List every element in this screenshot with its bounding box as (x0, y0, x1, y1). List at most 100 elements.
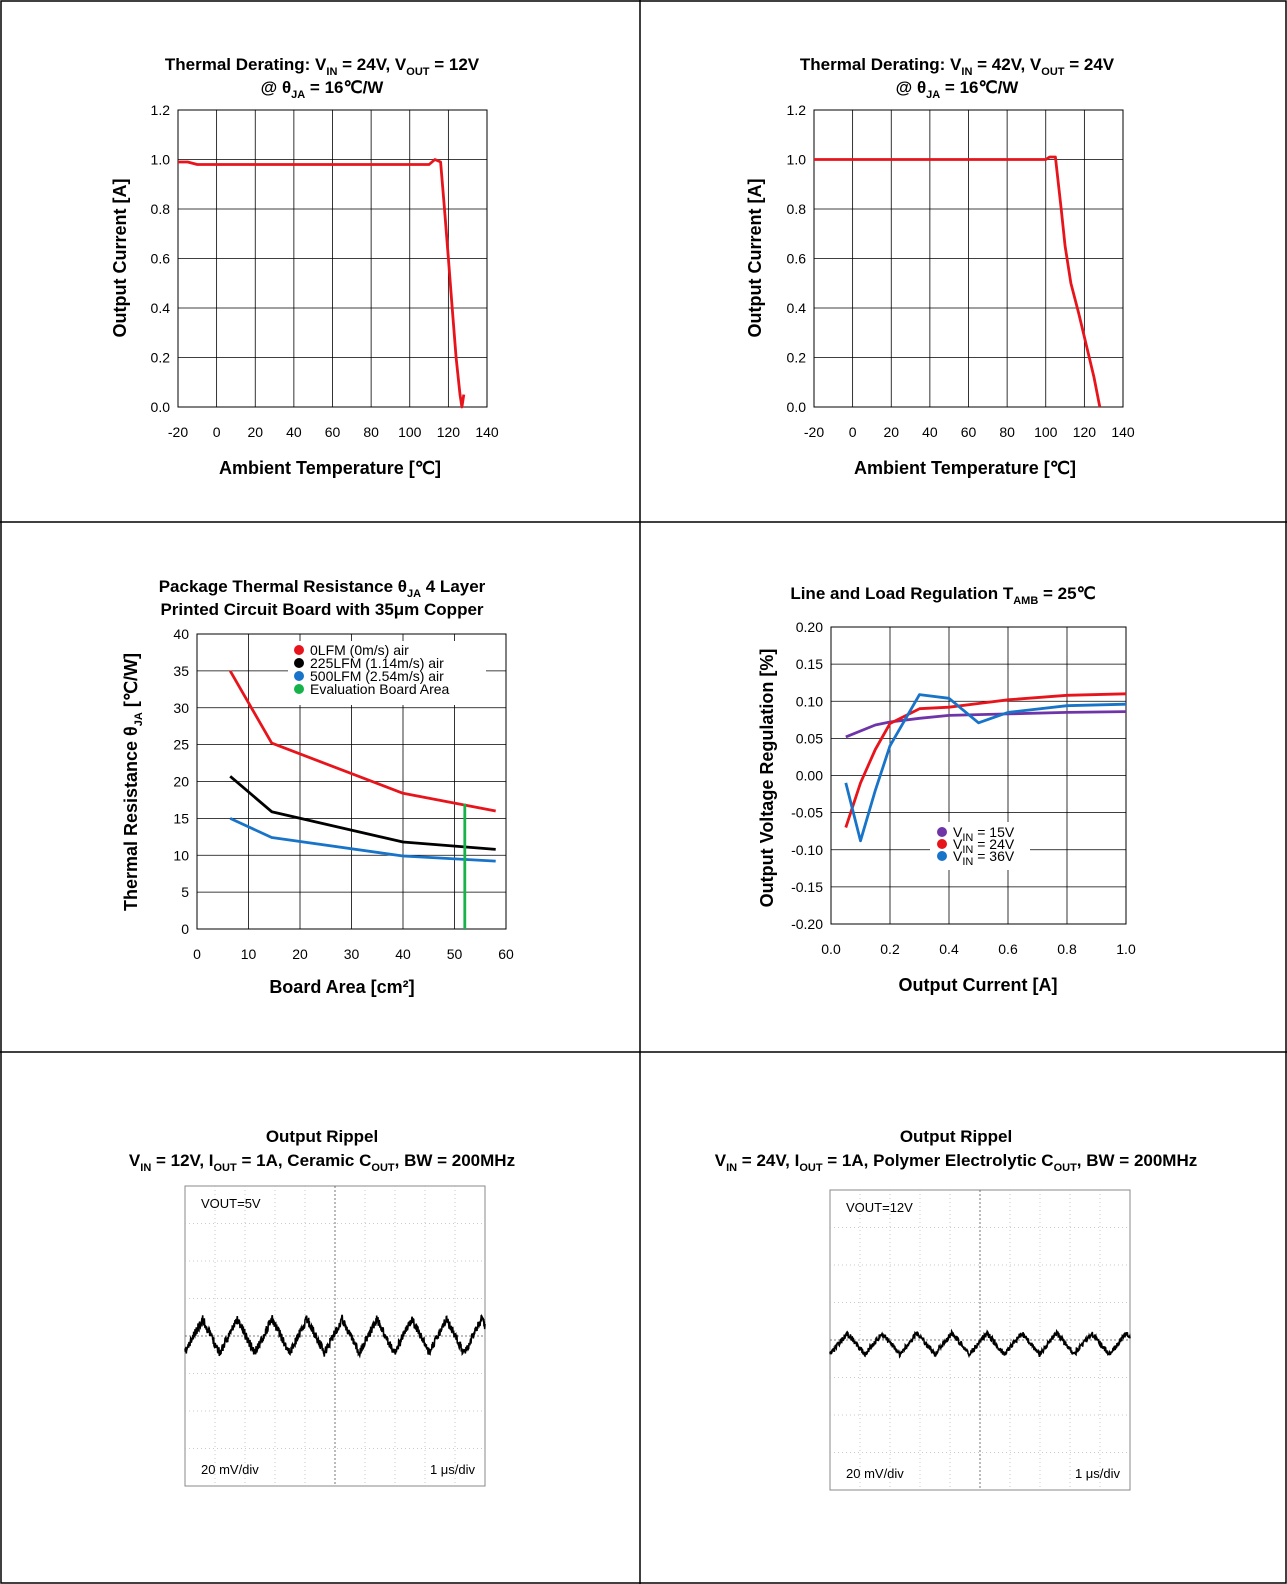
chart-title: Output Rippel (900, 1127, 1012, 1146)
x-tick-label: 0 (193, 946, 201, 962)
legend-entry: Evaluation Board Area (310, 681, 450, 697)
y-tick-label: 25 (173, 737, 189, 753)
legend-marker (937, 827, 947, 837)
x-tick-label: 20 (292, 946, 308, 962)
x-tick-label: 0.8 (1057, 941, 1077, 957)
legend-marker (937, 851, 947, 861)
chart-package-thermal-resistance: Package Thermal Resistance θJA 4 Layer P… (121, 577, 514, 997)
x-tick-label: 80 (363, 424, 379, 440)
y-tick-label: 1.0 (787, 152, 807, 168)
series-line-blue (844, 693, 1127, 843)
x-tick-label: 0 (213, 424, 221, 440)
y-tick-label: 0.2 (787, 350, 807, 366)
y-tick-label: 0.2 (151, 350, 171, 366)
plot-area: 0 10 20 30 40 50 60 0 5 10 15 20 25 30 35 40 0LFM (0m/s)… (173, 626, 514, 962)
series-line-red (814, 155, 1102, 408)
scope-tdiv-label: 1 μs/div (430, 1462, 476, 1477)
x-tick-label: 10 (241, 946, 257, 962)
series-line-blue (229, 817, 496, 863)
y-tick-label: 1.0 (151, 152, 171, 168)
chart-subtitle: @ θJA = 16℃/W (261, 78, 385, 101)
y-tick-label: -0.10 (791, 842, 823, 858)
x-tick-label: 140 (475, 424, 499, 440)
x-tick-label: 0.0 (821, 941, 841, 957)
scope-channel-label: VOUT=12V (846, 1200, 913, 1215)
x-tick-label: 40 (395, 946, 411, 962)
y-tick-label: 30 (173, 700, 189, 716)
scope-screen: VOUT=5V 20 mV/div 1 μs/div (184, 1185, 486, 1487)
legend-entry: VIN = 36V (953, 848, 1015, 868)
plot-area: -20 0 20 40 60 80 100 120 140 0.0 0.2 0.4 0.6 0.8 1.0 1… (787, 102, 1135, 440)
legend-entry: 500LFM (2.54m/s) air (310, 668, 444, 684)
x-tick-label: 20 (247, 424, 263, 440)
x-tick-label: 60 (325, 424, 341, 440)
chart-output-ripple-ceramic: Output Rippel VIN = 12V, IOUT = 1A, Cera… (129, 1127, 515, 1487)
y-tick-label: -0.15 (791, 879, 823, 895)
y-tick-label: 0.20 (796, 619, 823, 635)
legend-background (288, 641, 486, 705)
y-tick-label: 0 (181, 921, 189, 937)
x-tick-label: 50 (447, 946, 463, 962)
y-axis-label: Output Current [A] (745, 179, 765, 338)
scope-waveform (184, 1313, 486, 1359)
x-tick-label: 0.2 (880, 941, 900, 957)
chart-thermal-derating-24v: Thermal Derating: VIN = 24V, VOUT = 12V … (110, 55, 499, 478)
legend-marker (294, 684, 304, 694)
x-tick-label: 0.6 (998, 941, 1018, 957)
scope-tdiv-label: 1 μs/div (1075, 1466, 1121, 1481)
chart-subtitle: @ θJA = 16℃/W (896, 78, 1020, 101)
y-tick-label: -0.05 (791, 805, 823, 821)
x-tick-label: -20 (804, 424, 824, 440)
x-tick-label: 80 (999, 424, 1015, 440)
y-tick-label: 0.00 (796, 768, 823, 784)
chart-subtitle: VIN = 12V, IOUT = 1A, Ceramic COUT, BW =… (129, 1151, 515, 1174)
chart-title: Package Thermal Resistance θJA 4 Layer (159, 577, 486, 600)
x-tick-label: -20 (168, 424, 188, 440)
scope-vdiv-label: 20 mV/div (846, 1466, 904, 1481)
legend-entry: VIN = 15V (953, 824, 1015, 844)
plot-area: 0.0 0.2 0.4 0.6 0.8 1.0 -0.20 -0.15 -0.10 -0.05 0.… (791, 619, 1136, 957)
x-tick-label: 40 (922, 424, 938, 440)
legend-entry: 225LFM (1.14m/s) air (310, 655, 444, 671)
y-tick-label: 0.6 (151, 251, 171, 267)
legend-marker (294, 645, 304, 655)
y-tick-label: 0.4 (787, 300, 807, 316)
legend-marker (294, 671, 304, 681)
x-tick-label: 20 (883, 424, 899, 440)
legend-entry: VIN = 24V (953, 836, 1015, 856)
x-tick-label: 100 (398, 424, 422, 440)
y-tick-label: 10 (173, 847, 189, 863)
y-tick-label: -0.20 (791, 916, 823, 932)
y-tick-label: 0.15 (796, 656, 823, 672)
x-tick-label: 0.4 (939, 941, 959, 957)
scope-waveform (829, 1328, 1131, 1359)
legend-entry: 0LFM (0m/s) air (310, 642, 409, 658)
y-tick-label: 0.0 (151, 399, 171, 415)
series-line-black (229, 775, 496, 851)
plot-frame (813, 109, 1124, 408)
y-tick-label: 20 (173, 774, 189, 790)
y-axis-label: Thermal Resistance θJA [℃/W] (121, 653, 145, 911)
x-tick-label: 0 (849, 424, 857, 440)
legend-marker (294, 658, 304, 668)
chart-title: Thermal Derating: VIN = 24V, VOUT = 12V (165, 55, 480, 78)
legend-marker (937, 839, 947, 849)
series-line-red (844, 692, 1127, 828)
chart-title: Thermal Derating: VIN = 42V, VOUT = 24V (800, 55, 1115, 78)
y-tick-label: 0.6 (787, 251, 807, 267)
scope-screen: VOUT=12V 20 mV/div 1 μs/div (829, 1189, 1131, 1491)
plot-frame (177, 109, 488, 408)
y-tick-label: 0.10 (796, 693, 823, 709)
scope-vdiv-label: 20 mV/div (201, 1462, 259, 1477)
chart-line-load-regulation: Line and Load Regulation TAMB = 25℃ 0.0 0… (757, 584, 1136, 995)
plot-frame (830, 626, 1127, 925)
y-tick-label: 35 (173, 663, 189, 679)
y-tick-label: 40 (173, 626, 189, 642)
plot-area: -20 0 20 40 60 80 100 120 140 0.0 0.2 0.4 0.6 0.8 1.0 1… (151, 102, 499, 440)
chart-thermal-derating-42v: Thermal Derating: VIN = 42V, VOUT = 24V … (745, 55, 1135, 478)
y-tick-label: 0.05 (796, 730, 823, 746)
